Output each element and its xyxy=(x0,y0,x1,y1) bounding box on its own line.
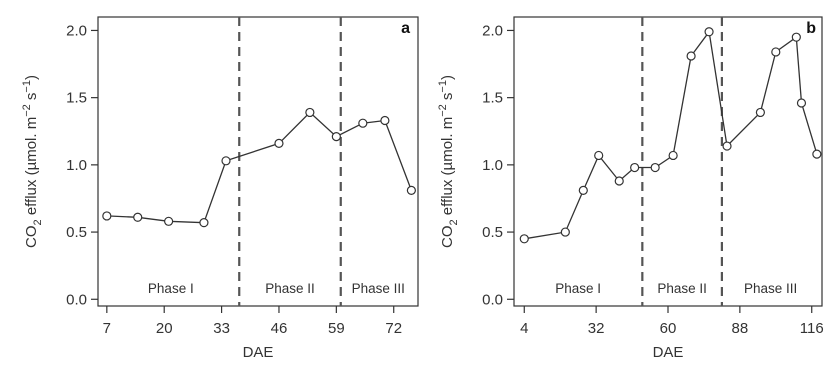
x-axis-title: DAE xyxy=(653,344,684,361)
phase-label: Phase III xyxy=(352,281,405,296)
x-tick-label: 116 xyxy=(800,320,824,337)
panel-letter: a xyxy=(401,20,410,37)
x-tick-label: 59 xyxy=(328,320,345,337)
x-tick-label: 72 xyxy=(385,320,402,337)
y-axis-title-part: −1 xyxy=(437,80,449,93)
y-axis-title-part: −2 xyxy=(437,104,449,117)
panel-b: 0.0 0.5 1.0 1.5 2.0 4 32 60 88 116 DAE CO2 efflux (… xyxy=(437,16,824,361)
x-tick-label: 32 xyxy=(588,320,605,337)
plot-frame xyxy=(97,16,419,307)
data-point xyxy=(594,150,604,161)
data-point xyxy=(274,138,284,148)
y-tick-label: 0.0 xyxy=(482,291,503,308)
y-axis-title-part: efflux (µmol. m xyxy=(439,117,456,220)
data-point xyxy=(650,162,660,173)
y-axis-title-part: −2 xyxy=(21,104,33,117)
y-axis-title-part: 2 xyxy=(32,219,44,225)
data-point xyxy=(380,115,390,126)
x-tick-label: 4 xyxy=(520,320,528,337)
y-axis-title-part: −1 xyxy=(21,80,33,93)
data-point xyxy=(519,234,529,244)
y-tick-label: 0.0 xyxy=(66,291,87,308)
phase-label: Phase I xyxy=(555,281,601,296)
data-point xyxy=(755,107,766,118)
data-point xyxy=(164,216,174,226)
data-point xyxy=(102,211,112,221)
phase-label: Phase III xyxy=(744,281,797,296)
y-axis-title-part: s xyxy=(23,93,40,105)
y-tick-label: 2.0 xyxy=(482,22,503,39)
data-point xyxy=(791,32,801,42)
y-axis-title-part: ) xyxy=(439,75,456,80)
x-tick-label: 7 xyxy=(103,320,111,337)
x-tick-label: 46 xyxy=(271,320,288,337)
y-axis-title-part: efflux (µmol. m xyxy=(23,117,40,220)
phase-label: Phase II xyxy=(657,281,707,296)
panel-letter: b xyxy=(806,20,816,37)
data-point xyxy=(560,227,570,237)
data-point xyxy=(331,132,341,142)
data-point xyxy=(704,27,714,37)
y-axis-title-part: 2 xyxy=(448,219,460,225)
phase-label: Phase II xyxy=(265,281,315,296)
y-axis-title-part: CO xyxy=(439,225,456,248)
x-tick-label: 33 xyxy=(213,320,230,337)
y-axis-title-part: s xyxy=(439,93,456,105)
data-point xyxy=(668,150,678,161)
series-line xyxy=(106,111,413,224)
phase-label: Phase I xyxy=(148,281,194,296)
data-point xyxy=(406,185,416,195)
series-line xyxy=(524,30,818,240)
y-tick-label: 0.5 xyxy=(482,224,503,241)
y-tick-label: 2.0 xyxy=(66,22,87,39)
data-point xyxy=(812,149,822,159)
y-tick-label: 1.0 xyxy=(66,157,87,174)
data-point xyxy=(630,162,640,173)
data-point xyxy=(686,51,696,61)
data-point xyxy=(199,218,209,228)
y-axis-title: CO2 efflux (µmol. m−2 s−1) xyxy=(437,75,460,248)
data-point xyxy=(771,47,781,57)
data-point xyxy=(722,141,732,151)
y-tick-label: 1.5 xyxy=(482,90,503,107)
data-point xyxy=(305,107,315,118)
y-tick-label: 1.5 xyxy=(66,90,87,107)
y-tick-label: 1.0 xyxy=(482,157,503,174)
data-point xyxy=(578,185,588,195)
data-point xyxy=(796,98,807,108)
data-point xyxy=(358,118,368,128)
x-tick-label: 20 xyxy=(156,320,173,337)
y-axis-title-part: CO xyxy=(23,225,40,248)
y-tick-label: 0.5 xyxy=(66,224,87,241)
x-axis-title: DAE xyxy=(243,344,274,361)
y-axis-title: CO2 efflux (µmol. m−2 s−1) xyxy=(21,75,44,248)
x-tick-label: 88 xyxy=(732,320,749,337)
y-axis-title-part: ) xyxy=(23,75,40,80)
plot-frame xyxy=(513,16,823,307)
panel-a: 0.0 0.5 1.0 1.5 2.0 7 20 33 46 59 72 DAE CO2 efflux … xyxy=(21,16,419,361)
data-point xyxy=(614,176,624,186)
data-point xyxy=(133,212,143,222)
x-tick-label: 60 xyxy=(660,320,677,337)
data-point xyxy=(221,156,231,166)
